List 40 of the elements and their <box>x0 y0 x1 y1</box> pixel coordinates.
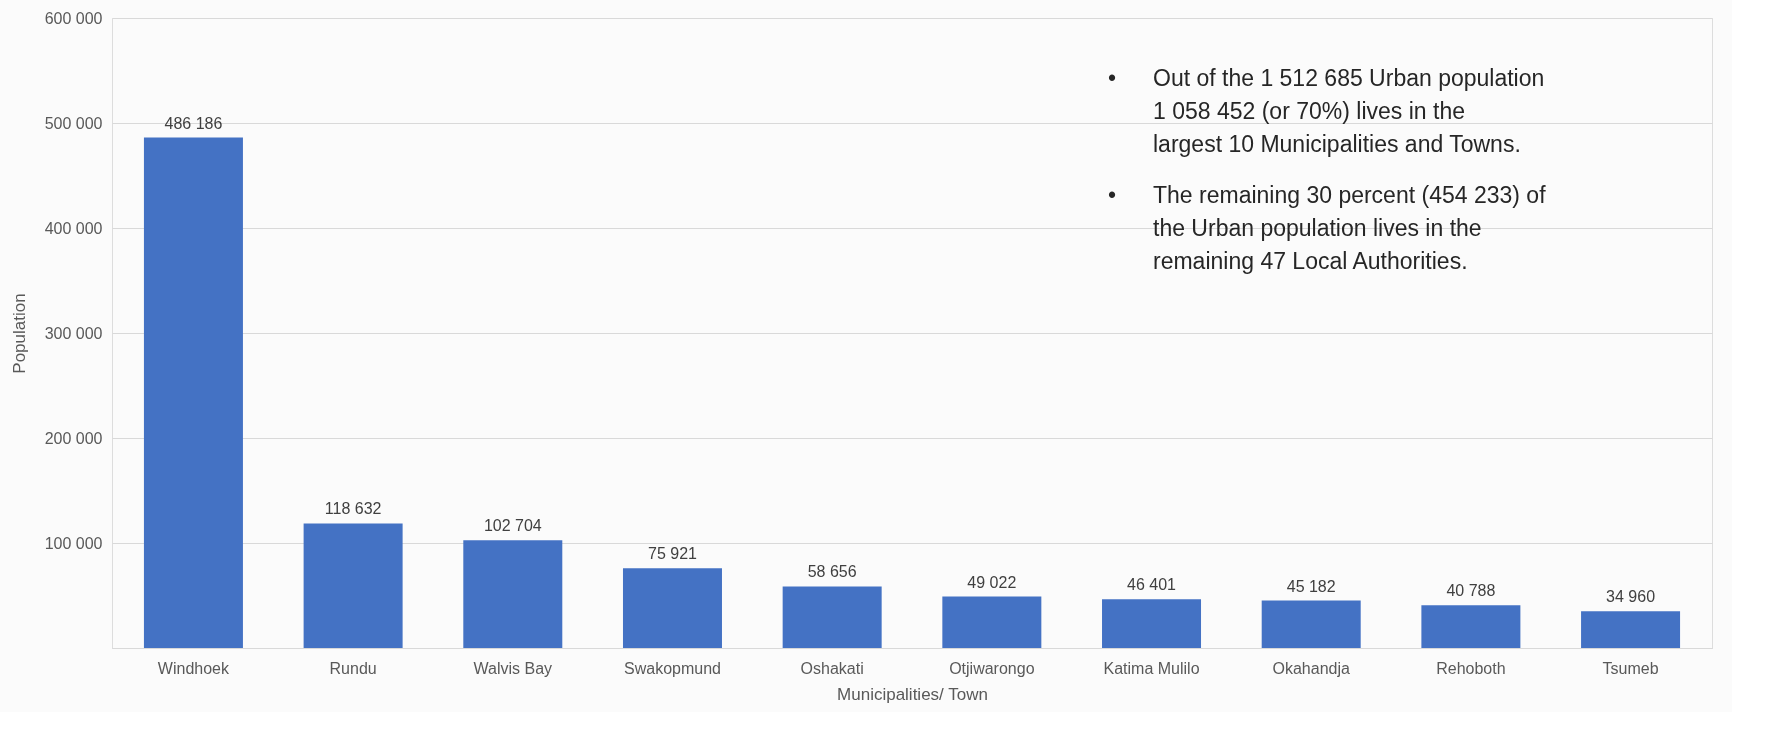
data-label: 58 656 <box>807 563 857 581</box>
data-label: 75 921 <box>648 545 698 563</box>
x-tick-label: Katima Mulilo <box>1103 659 1200 677</box>
data-label: 118 632 <box>324 500 382 518</box>
bar <box>622 568 722 648</box>
x-tick-label: Oshakati <box>800 659 864 677</box>
bar <box>303 523 403 648</box>
text: • The remaining 30 percent (454 233) of the Urban population lives in the remaining 47 Local Authorities. <box>1108 182 1546 274</box>
bar <box>1581 611 1681 648</box>
x-tick-label: Tsumeb <box>1602 659 1659 677</box>
x-tick-label: Okahandja <box>1272 659 1350 677</box>
y-tick-label: 100 000 <box>44 534 103 552</box>
bar <box>782 586 882 648</box>
data-label: 49 022 <box>967 573 1017 591</box>
x-tick-label: Swakopmund <box>624 659 721 677</box>
y-axis-title: Population <box>9 293 29 374</box>
data-label: 46 401 <box>1127 576 1177 594</box>
x-tick-label: Walvis Bay <box>473 659 553 677</box>
bar <box>1421 605 1521 648</box>
bar <box>1261 600 1361 648</box>
y-tick-label: 600 000 <box>44 9 103 27</box>
data-label: 34 960 <box>1606 588 1656 606</box>
x-tick-label: Windhoek <box>157 659 231 677</box>
x-tick-label: Rehoboth <box>1436 659 1506 677</box>
data-label: 45 182 <box>1286 577 1336 595</box>
bar <box>143 137 243 648</box>
bar <box>942 596 1042 648</box>
data-label: 40 788 <box>1446 582 1496 600</box>
text: • Out of the 1 512 685 Urban population 1 058 452 (or 70%) lives in the largest 10 Municipalities and Towns. <box>1108 65 1545 157</box>
x-tick-label: Otjiwarongo <box>949 659 1035 677</box>
y-tick-label: 400 000 <box>44 219 103 237</box>
y-tick-label: 500 000 <box>44 114 103 132</box>
y-tick-label: 300 000 <box>44 324 103 342</box>
data-label: 102 704 <box>483 517 542 535</box>
x-axis-title: Municipalities/ Town <box>837 684 988 704</box>
bar <box>1102 599 1202 648</box>
x-tick-label: Rundu <box>329 659 377 677</box>
data-label: 486 186 <box>164 114 223 132</box>
bar <box>463 540 563 648</box>
y-tick-label: 200 000 <box>44 429 103 447</box>
